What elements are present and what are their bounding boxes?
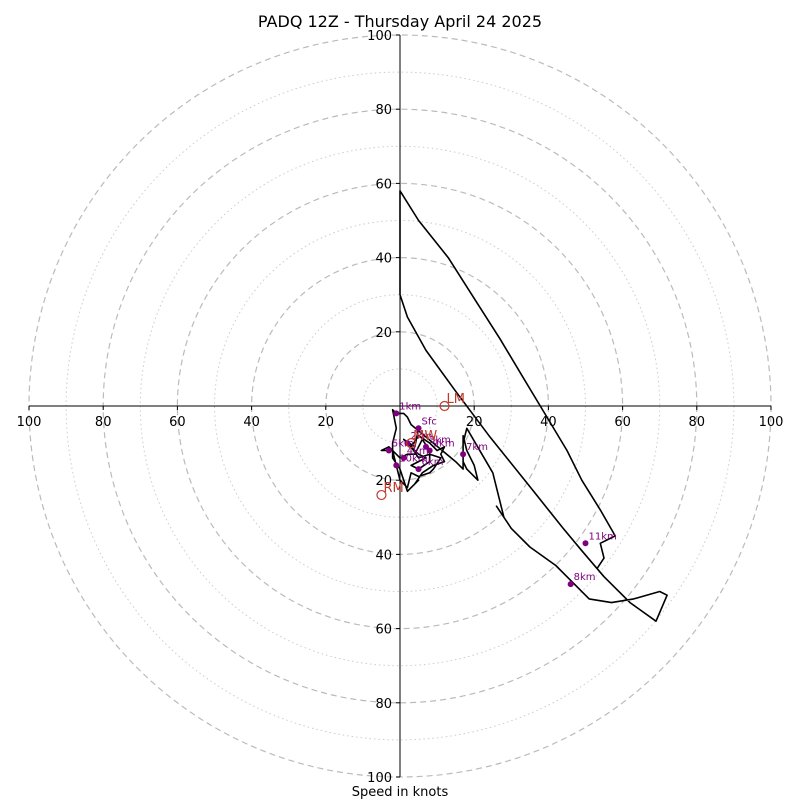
y-tick-label: 40	[375, 548, 392, 563]
height-label: 7km	[466, 442, 488, 453]
y-tick-label: 60	[375, 177, 392, 192]
storm-motion-label: RM	[383, 481, 403, 496]
y-tick-label: 20	[375, 326, 392, 341]
x-tick-label: 20	[466, 415, 483, 430]
height-label: 11km	[589, 531, 617, 542]
chart-title: PADQ 12Z - Thursday April 24 2025	[258, 12, 542, 31]
height-marker	[404, 440, 411, 447]
height-marker	[400, 454, 407, 461]
x-axis-label: Speed in knots	[352, 785, 449, 800]
storm-motion-label: LM	[447, 392, 465, 407]
height-label: 1km	[399, 401, 421, 412]
height-marker	[415, 466, 422, 473]
height-label: 5km	[392, 439, 414, 450]
x-tick-label: 80	[689, 415, 706, 430]
height-marker	[393, 462, 400, 469]
height-label: 4km	[407, 446, 429, 457]
height-label: 8km	[574, 572, 596, 583]
y-tick-label: 80	[375, 697, 392, 712]
x-tick-label: 20	[318, 415, 335, 430]
y-tick-label: 20	[375, 474, 392, 489]
x-tick-label: 60	[169, 415, 186, 430]
x-tick-label: 100	[17, 415, 42, 430]
y-tick-label: 60	[375, 623, 392, 638]
x-tick-label: 40	[243, 415, 260, 430]
storm-motion-marker	[406, 438, 417, 449]
height-label: 10km	[399, 453, 427, 464]
axis-tick-labels: 1001008080606040402020202040406060808010…	[17, 29, 784, 786]
storm-motion-marker	[376, 489, 387, 501]
x-tick-label: 100	[759, 415, 784, 430]
storm-motion-marker	[439, 400, 450, 412]
height-marker	[582, 540, 589, 547]
height-marker	[460, 451, 467, 458]
axes	[29, 35, 771, 777]
height-marker	[415, 425, 422, 432]
y-tick-label: 100	[367, 29, 392, 44]
height-label: 2km	[410, 431, 432, 442]
height-marker	[393, 410, 400, 417]
height-marker	[426, 447, 433, 454]
height-marker	[567, 581, 574, 588]
height-label: 3km	[429, 435, 451, 446]
height-label: 9km	[433, 439, 455, 450]
height-label: 6km	[422, 457, 444, 468]
height-marker	[385, 447, 392, 454]
height-label: Sfc	[422, 416, 437, 427]
y-tick-label: 40	[375, 252, 392, 267]
x-tick-label: 80	[95, 415, 112, 430]
storm-motion-markers: LM RM MW	[376, 392, 465, 501]
height-marker	[422, 443, 429, 450]
y-tick-label: 100	[367, 771, 392, 786]
storm-motion-label: MW	[413, 429, 437, 444]
x-tick-label: 60	[614, 415, 631, 430]
y-tick-label: 80	[375, 103, 392, 118]
